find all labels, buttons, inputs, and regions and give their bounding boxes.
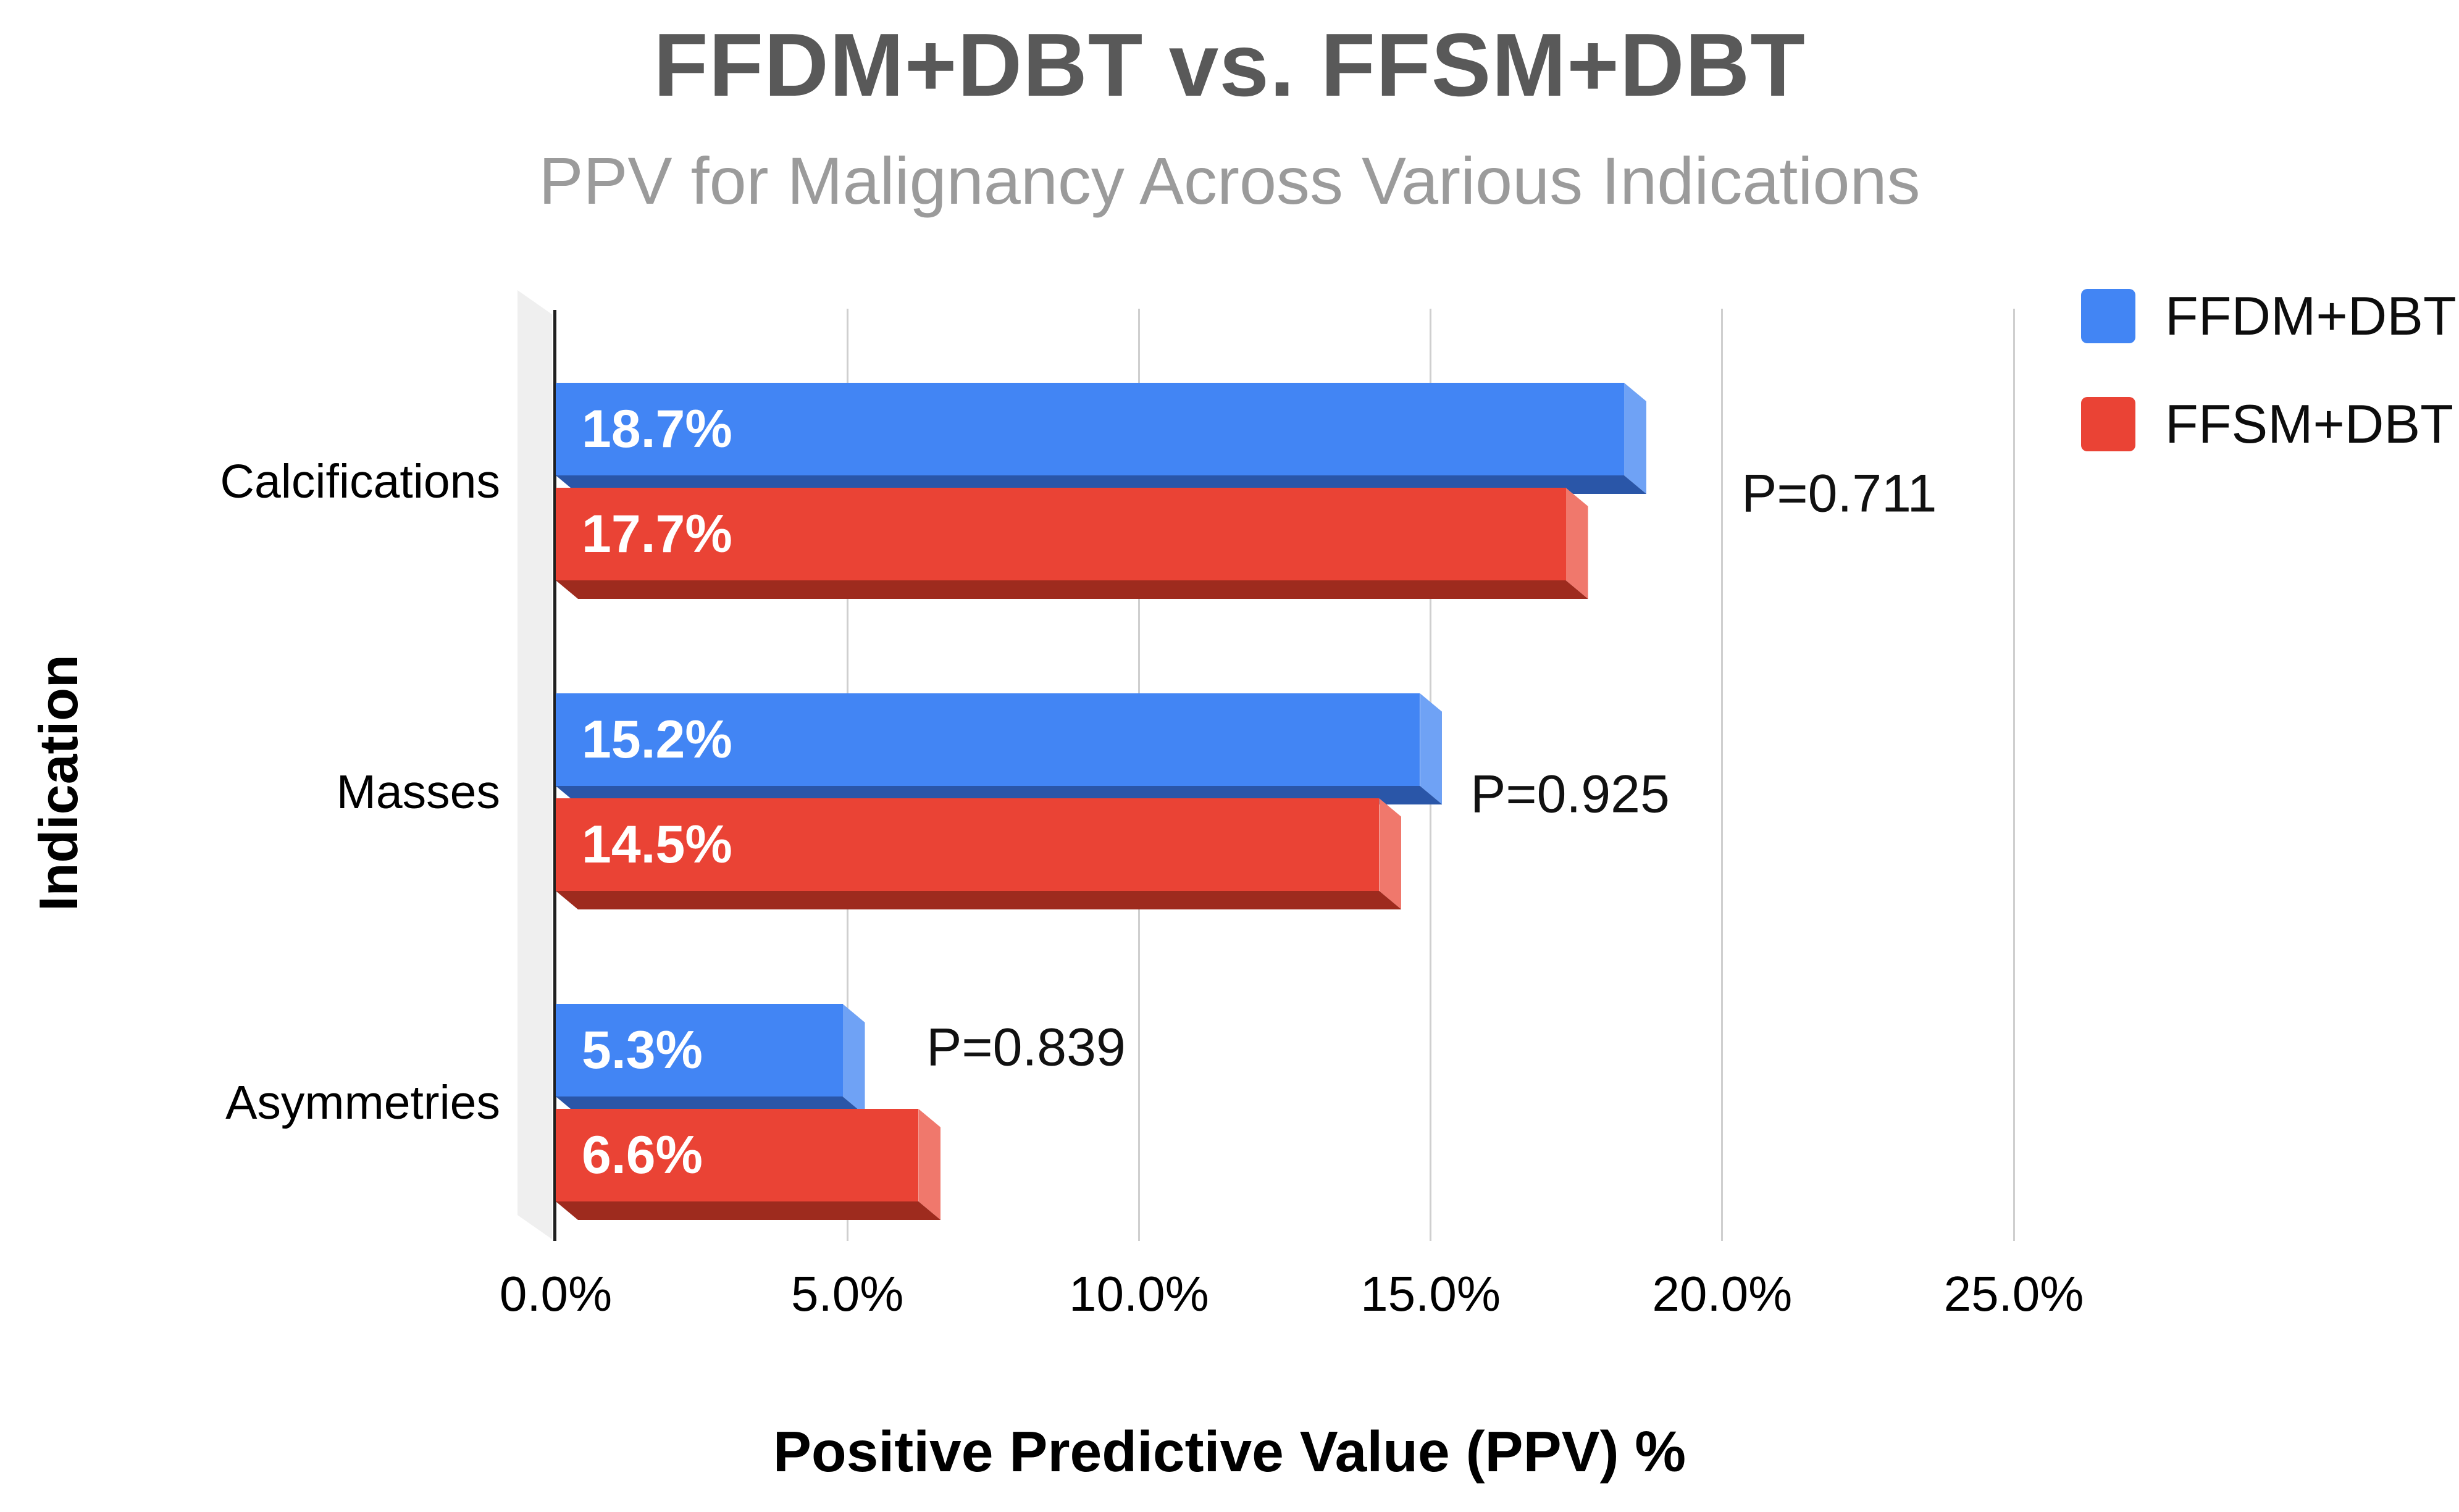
ffdm-asymmetries-bar-front-face: [556, 1004, 843, 1096]
category-label-masses: Masses: [336, 766, 500, 819]
legend-label: FFSM+DBT: [2165, 393, 2453, 454]
ffsm-calcifications-bar-value-label: 17.7%: [582, 504, 732, 564]
p-value-annotation-masses: P=0.925: [1470, 764, 1670, 824]
ffdm-calcifications-bar-value-label: 18.7%: [582, 399, 732, 459]
legend-label: FFDM+DBT: [2165, 285, 2457, 346]
gridline-20.0%: [1721, 309, 1724, 1241]
ffdm-asymmetries-bar-value-label: 5.3%: [582, 1021, 703, 1080]
x-tick-label: 5.0%: [791, 1266, 904, 1321]
ffdm-masses-bar-value-label: 15.2%: [582, 710, 732, 769]
category-label-calcifications: Calcifications: [220, 455, 500, 508]
y-axis-title: Indication: [28, 654, 89, 911]
ffdm-calcifications-bar: 18.7%: [556, 383, 1647, 494]
x-tick-label: 15.0%: [1360, 1266, 1501, 1321]
plot-3d-wall: [517, 290, 552, 1240]
ffsm-calcifications-bar: 17.7%: [556, 488, 1588, 599]
gridline-25.0%: [2013, 309, 2015, 1241]
ffdm-masses-bar-front-face: [556, 693, 1420, 786]
ffdm-masses-bar-side-face: [1420, 693, 1443, 804]
ffsm-masses-bar-side-face: [1379, 798, 1402, 909]
legend-item-ffsm-dbt: FFSM+DBT: [2081, 393, 2453, 454]
p-value-annotation-calcifications: P=0.711: [1741, 464, 1937, 524]
ffdm-masses-bar: 15.2%: [556, 693, 1443, 804]
x-tick-label: 20.0%: [1652, 1266, 1793, 1321]
chart-title: FFDM+DBT vs. FFSM+DBT: [653, 15, 1806, 115]
x-tick-label: 10.0%: [1068, 1266, 1209, 1321]
ffsm-masses-bar-bottom-face: [556, 891, 1401, 909]
ffsm-calcifications-bar-side-face: [1565, 488, 1588, 599]
x-tick-label: 25.0%: [1943, 1266, 2084, 1321]
ffsm-asymmetries-bar-side-face: [918, 1109, 941, 1220]
x-axis-zero-line: [553, 310, 556, 1241]
x-tick-label: 0.0%: [499, 1266, 613, 1321]
ffdm-asymmetries-bar-side-face: [842, 1004, 865, 1115]
ffsm-asymmetries-bar-bottom-face: [556, 1201, 940, 1220]
category-label-asymmetries: Asymmetries: [225, 1076, 500, 1129]
ffdm-asymmetries-bar: 5.3%: [556, 1004, 865, 1115]
ffdm-calcifications-bar-front-face: [556, 383, 1625, 475]
ffsm-masses-bar-front-face: [556, 798, 1380, 891]
ffdm-calcifications-bar-side-face: [1624, 383, 1647, 494]
ffsm-asymmetries-bar-value-label: 6.6%: [582, 1126, 703, 1185]
x-axis-title: Positive Predictive Value (PPV) %: [773, 1419, 1686, 1484]
chart-subtitle: PPV for Malignancy Across Various Indica…: [538, 143, 1921, 218]
ffsm-asymmetries-bar: 6.6%: [556, 1109, 941, 1220]
ffsm-asymmetries-bar-front-face: [556, 1109, 919, 1201]
ffsm-calcifications-bar-front-face: [556, 488, 1566, 580]
ffsm-masses-bar: 14.5%: [556, 798, 1402, 909]
ffsm-calcifications-bar-bottom-face: [556, 580, 1588, 599]
p-value-annotation-asymmetries: P=0.839: [926, 1017, 1126, 1077]
ffsm-masses-bar-value-label: 14.5%: [582, 815, 732, 874]
legend-swatch-red-icon: [2081, 397, 2135, 451]
legend-item-ffdm-dbt: FFDM+DBT: [2081, 285, 2457, 346]
legend-swatch-blue-icon: [2081, 289, 2135, 343]
